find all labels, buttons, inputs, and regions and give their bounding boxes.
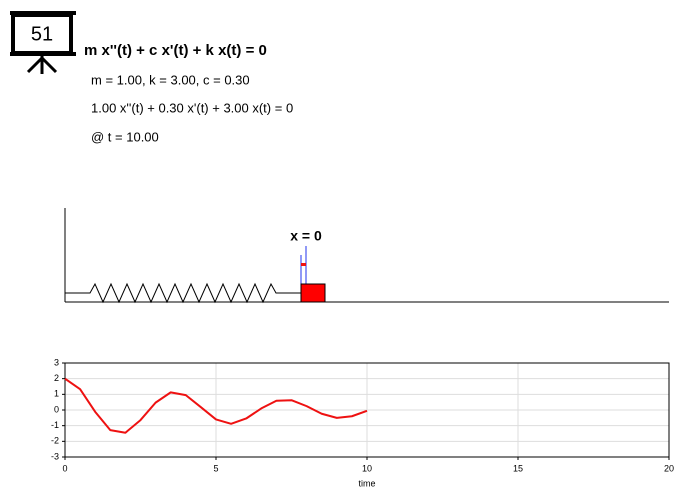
scene: x = 0 <box>64 208 669 304</box>
x-tick-label: 5 <box>213 463 218 473</box>
counter-icon: 51 <box>10 11 76 74</box>
y-tick-label: 3 <box>54 357 59 367</box>
x-tick-label: 20 <box>664 463 674 473</box>
y-tick-label: 2 <box>54 373 59 383</box>
y-tick-label: -1 <box>51 420 59 430</box>
y-tick-label: -3 <box>51 451 59 461</box>
instance: 1.00 x''(t) + 0.30 x'(t) + 3.00 x(t) = 0 <box>91 100 293 115</box>
x-tick-label: 10 <box>362 463 372 473</box>
plot-border <box>64 362 670 458</box>
data-line <box>64 377 368 434</box>
y-tick-label: -2 <box>51 436 59 446</box>
counter: 51 <box>31 23 53 45</box>
y-tick-label: 0 <box>54 404 59 414</box>
x-axis-label: time <box>358 478 375 488</box>
x-tick-label: 15 <box>513 463 523 473</box>
position-label: x = 0 <box>290 228 322 244</box>
y-tick-label: 1 <box>54 389 59 399</box>
time: @ t = 10.00 <box>91 129 159 144</box>
params: m = 1.00, k = 3.00, c = 0.30 <box>91 72 250 87</box>
x-tick-label: 0 <box>62 463 67 473</box>
equation: m x''(t) + c x'(t) + k x(t) = 0 <box>84 42 267 59</box>
